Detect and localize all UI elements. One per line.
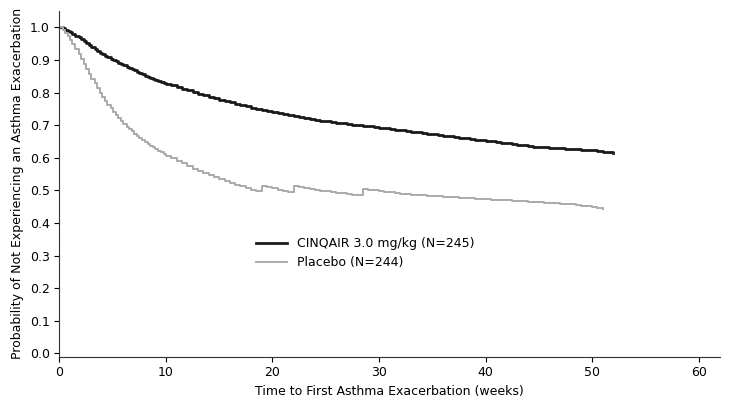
CINQAIR 3.0 mg/kg (N=245): [359, 123, 368, 128]
Legend: CINQAIR 3.0 mg/kg (N=245), Placebo (N=244): CINQAIR 3.0 mg/kg (N=245), Placebo (N=24…: [251, 232, 480, 274]
CINQAIR 3.0 mg/kg (N=245): [151, 77, 159, 82]
CINQAIR 3.0 mg/kg (N=245): [364, 124, 373, 128]
Placebo (N=244): [154, 148, 163, 153]
CINQAIR 3.0 mg/kg (N=245): [609, 151, 618, 155]
CINQAIR 3.0 mg/kg (N=245): [348, 122, 357, 127]
X-axis label: Time to First Asthma Exacerbation (weeks): Time to First Asthma Exacerbation (weeks…: [255, 385, 524, 398]
Placebo (N=244): [598, 206, 607, 211]
Placebo (N=244): [101, 95, 110, 100]
Y-axis label: Probability of Not Experiencing an Asthma Exacerbation: Probability of Not Experiencing an Asthm…: [11, 8, 24, 360]
Placebo (N=244): [80, 61, 88, 66]
Placebo (N=244): [55, 25, 64, 30]
Placebo (N=244): [273, 186, 282, 191]
CINQAIR 3.0 mg/kg (N=245): [55, 25, 64, 30]
Placebo (N=244): [178, 158, 186, 163]
Line: Placebo (N=244): Placebo (N=244): [59, 27, 602, 209]
CINQAIR 3.0 mg/kg (N=245): [148, 76, 157, 81]
Placebo (N=244): [257, 183, 266, 188]
Line: CINQAIR 3.0 mg/kg (N=245): CINQAIR 3.0 mg/kg (N=245): [59, 27, 613, 153]
CINQAIR 3.0 mg/kg (N=245): [534, 144, 543, 149]
